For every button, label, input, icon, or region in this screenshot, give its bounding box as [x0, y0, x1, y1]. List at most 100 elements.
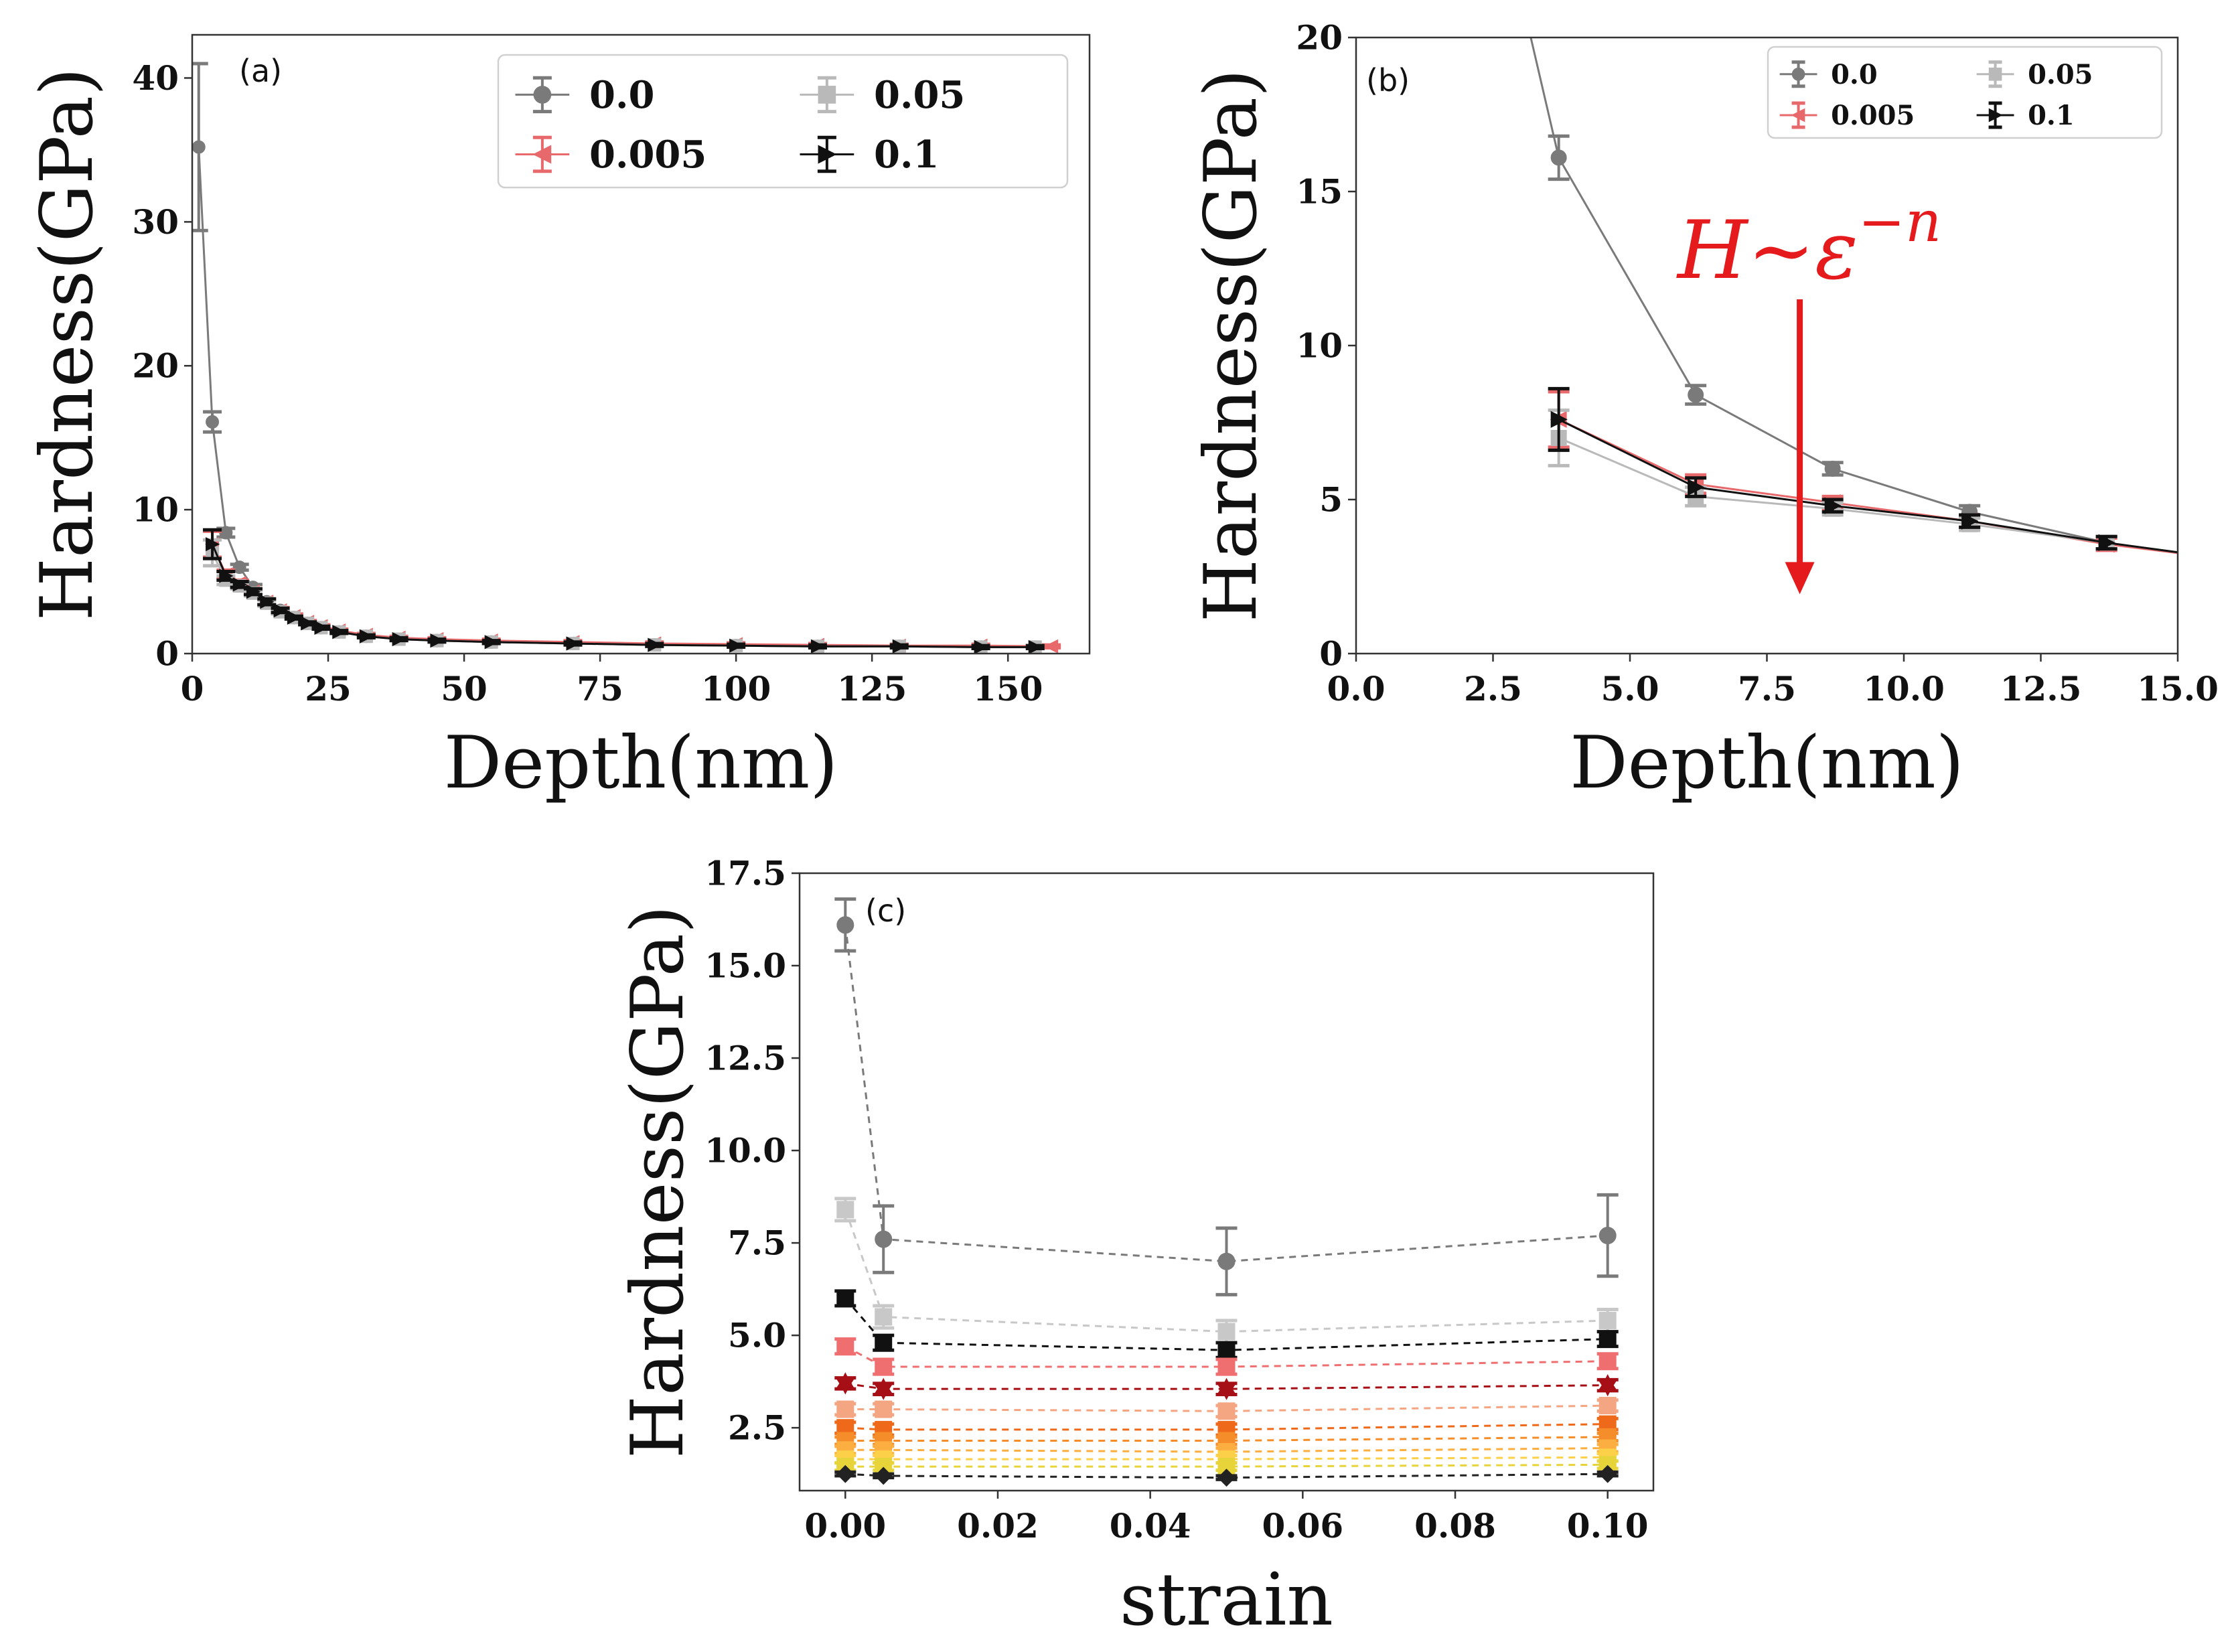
- data-point: [1217, 1358, 1236, 1376]
- y-tick-label: 12.5: [704, 1039, 786, 1078]
- y-tick-label: 7.5: [728, 1223, 786, 1263]
- plot-area: [834, 897, 1619, 1487]
- data-point: [1217, 1402, 1236, 1420]
- data-point: [192, 140, 206, 154]
- series-0.1: [1548, 386, 2178, 554]
- y-tick-label: 40: [132, 58, 179, 98]
- x-tick-label: 150: [973, 669, 1043, 708]
- x-tick-label: 0.02: [957, 1506, 1039, 1546]
- y-tick-label: 17.5: [704, 854, 786, 893]
- series-line: [1558, 419, 2178, 554]
- legend-entry: 0.05: [800, 73, 965, 117]
- x-axis-label: strain: [1120, 1558, 1333, 1642]
- series-0.05: [1548, 408, 2178, 554]
- y-axis-label: Hardness(GPa): [616, 905, 700, 1458]
- data-point: [430, 633, 445, 648]
- series-d1: [834, 897, 1619, 1296]
- legend-marker: [533, 86, 552, 104]
- data-point: [836, 1337, 854, 1355]
- annotation-formula: H~ε−n: [1676, 189, 1941, 297]
- axes-frame: [798, 872, 1655, 1492]
- series-d12: [834, 1465, 1619, 1487]
- y-tick-label: 5.0: [728, 1316, 786, 1355]
- data-point: [648, 637, 662, 652]
- data-point: [874, 1467, 893, 1485]
- axes-frame: [1355, 36, 2179, 655]
- data-point: [260, 595, 275, 609]
- legend-label: 0.005: [589, 133, 706, 177]
- series-line: [1558, 437, 2178, 554]
- legend-marker: [532, 145, 552, 164]
- annotation-base: H~ε: [1676, 204, 1858, 297]
- data-point: [836, 1201, 854, 1219]
- series-d5: [834, 1372, 1619, 1400]
- x-tick-label: 100: [701, 669, 771, 708]
- x-tick-label: 125: [837, 669, 907, 708]
- legend-label: 0.0: [1831, 59, 1878, 90]
- y-tick-label: 20: [1296, 18, 1343, 58]
- data-point: [1598, 1227, 1617, 1245]
- x-tick-label: 0.0: [1327, 669, 1386, 708]
- legend-entry: 0.05: [1976, 59, 2093, 90]
- plot-area: [192, 62, 1061, 654]
- y-tick-label: 30: [132, 202, 179, 242]
- legend-entry: 0.005: [515, 133, 706, 177]
- data-point: [729, 638, 744, 653]
- legend-label: 0.1: [874, 133, 939, 177]
- series-line: [845, 1382, 1608, 1390]
- annotation-exponent: −n: [1858, 189, 1941, 254]
- legend-box: [1767, 46, 2163, 139]
- series-d6: [834, 1397, 1619, 1420]
- data-point: [836, 1465, 854, 1483]
- x-axis-label: Depth(nm): [444, 721, 838, 805]
- y-tick-label: 15.0: [704, 946, 786, 986]
- legend-label: 0.1: [2028, 100, 2075, 131]
- series-line: [845, 1404, 1608, 1412]
- data-point: [836, 916, 854, 934]
- data-point: [836, 1400, 854, 1418]
- series-d4: [834, 1337, 1619, 1376]
- legend-marker: [1988, 68, 2002, 81]
- power-law-annotation: H~ε−n: [1676, 189, 1941, 595]
- x-tick-label: 15.0: [2137, 669, 2219, 708]
- data-point: [232, 560, 246, 575]
- x-tick-label: 0.00: [804, 1506, 886, 1546]
- legend-marker: [1791, 108, 1805, 123]
- plot-area: [1530, 37, 2178, 554]
- legend-marker: [818, 86, 836, 104]
- y-axis-label: Hardness(GPa): [1189, 69, 1273, 622]
- series-d3: [834, 1289, 1619, 1359]
- data-point: [1217, 1469, 1236, 1487]
- series-0.05: [203, 538, 1045, 654]
- data-point: [1043, 639, 1059, 654]
- data-point: [1688, 478, 1705, 496]
- x-tick-label: 7.5: [1738, 669, 1796, 708]
- legend-entry: 0.005: [1779, 100, 1915, 131]
- series-line: [198, 147, 1035, 648]
- data-point: [1598, 1330, 1617, 1348]
- data-point: [875, 1230, 893, 1248]
- data-point: [1217, 1252, 1236, 1270]
- data-point: [1217, 1377, 1236, 1400]
- data-point: [835, 1372, 855, 1395]
- data-point: [301, 616, 315, 631]
- data-point: [219, 526, 233, 540]
- data-point: [1550, 149, 1567, 166]
- series-line: [845, 1447, 1608, 1453]
- data-point: [1598, 1374, 1618, 1397]
- annotation-arrow-head: [1785, 562, 1815, 595]
- series-line: [1558, 419, 2178, 554]
- legend-entry: 0.0: [1779, 59, 1878, 90]
- data-point: [1961, 512, 1979, 530]
- legend-marker: [1988, 108, 2003, 123]
- data-point: [873, 1377, 893, 1400]
- series-line: [844, 1297, 1608, 1351]
- data-point: [875, 1334, 893, 1352]
- data-point: [359, 629, 374, 644]
- x-tick-label: 5.0: [1601, 669, 1659, 708]
- legend-box: [497, 54, 1069, 189]
- data-point: [1824, 497, 1842, 514]
- panel-label: (c): [865, 893, 906, 929]
- legend-marker: [1791, 68, 1805, 81]
- data-point: [836, 1289, 854, 1307]
